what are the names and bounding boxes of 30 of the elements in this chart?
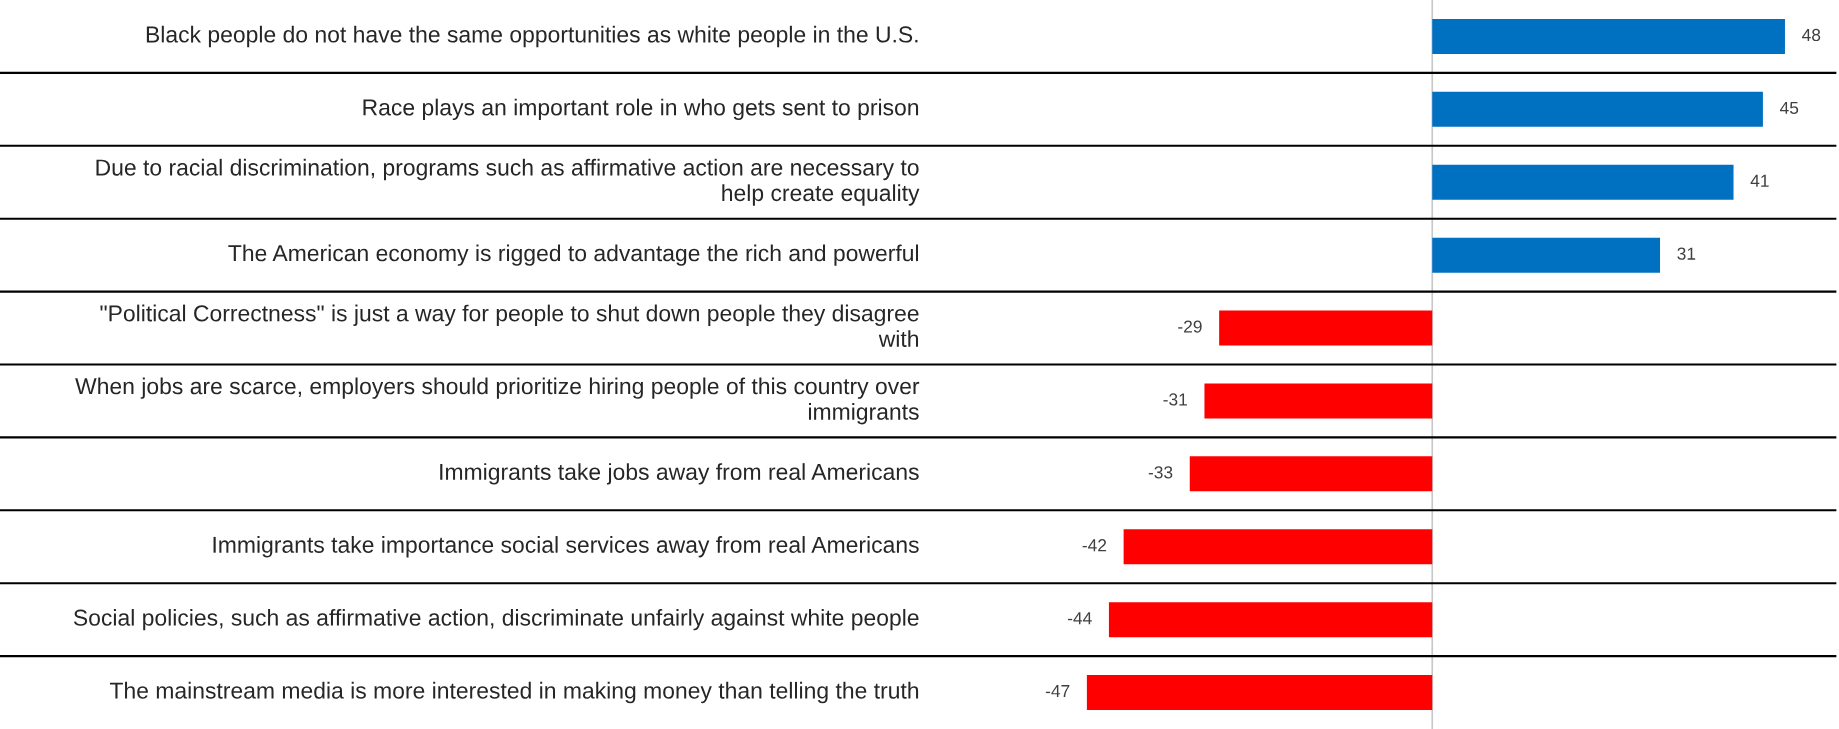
bar	[1432, 91, 1763, 127]
data-label: -44	[1067, 612, 1092, 625]
y-tick-label: Due to racial discrimination, programs such as affirmative action are necessary to help create equality	[96, 158, 920, 206]
y-tick-label: Immigrants take importance social services away from real Americans	[213, 536, 919, 558]
data-label: -29	[1178, 320, 1202, 333]
data-label: -33	[1148, 466, 1173, 479]
y-tick-label: When jobs are scarce, employers should prioritize hiring people of this country over immigrants	[75, 377, 920, 425]
data-label: -42	[1082, 539, 1107, 552]
y-tick-label: Race plays an important role in who gets sent to prison	[363, 98, 919, 121]
bar	[1432, 164, 1734, 200]
bar	[1432, 18, 1785, 54]
bar	[1219, 310, 1433, 346]
y-tick-label: Black people do not have the same opportunities as white people in the U.S.	[146, 25, 918, 48]
data-label: 31	[1677, 247, 1696, 260]
y-tick-label: "Political Correctness" is just a way for people to shut down people they disagree with	[100, 304, 919, 347]
data-label: -47	[1045, 685, 1070, 698]
data-label: -31	[1163, 393, 1187, 406]
y-tick-label: Social policies, such as affirmative action, discriminate unfairly against white people	[73, 608, 919, 631]
bar	[1108, 602, 1433, 638]
bar	[1086, 675, 1433, 711]
data-label: 48	[1802, 28, 1821, 42]
y-tick-label: The American economy is rigged to advantage the rich and powerful	[228, 244, 919, 266]
y-tick-label: Immigrants take jobs away from real Americans	[440, 463, 919, 485]
data-label: 45	[1779, 101, 1799, 115]
bar	[1123, 529, 1433, 565]
bar	[1432, 237, 1661, 273]
data-label: 41	[1750, 174, 1769, 187]
bar	[1204, 383, 1433, 419]
bar	[1189, 456, 1433, 492]
y-tick-label: The mainstream media is more interested in making money than telling the truth	[109, 681, 919, 704]
